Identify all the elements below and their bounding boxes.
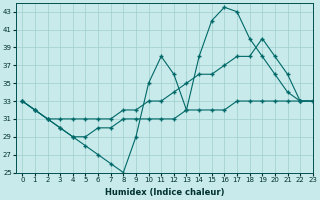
X-axis label: Humidex (Indice chaleur): Humidex (Indice chaleur) [105, 188, 224, 197]
